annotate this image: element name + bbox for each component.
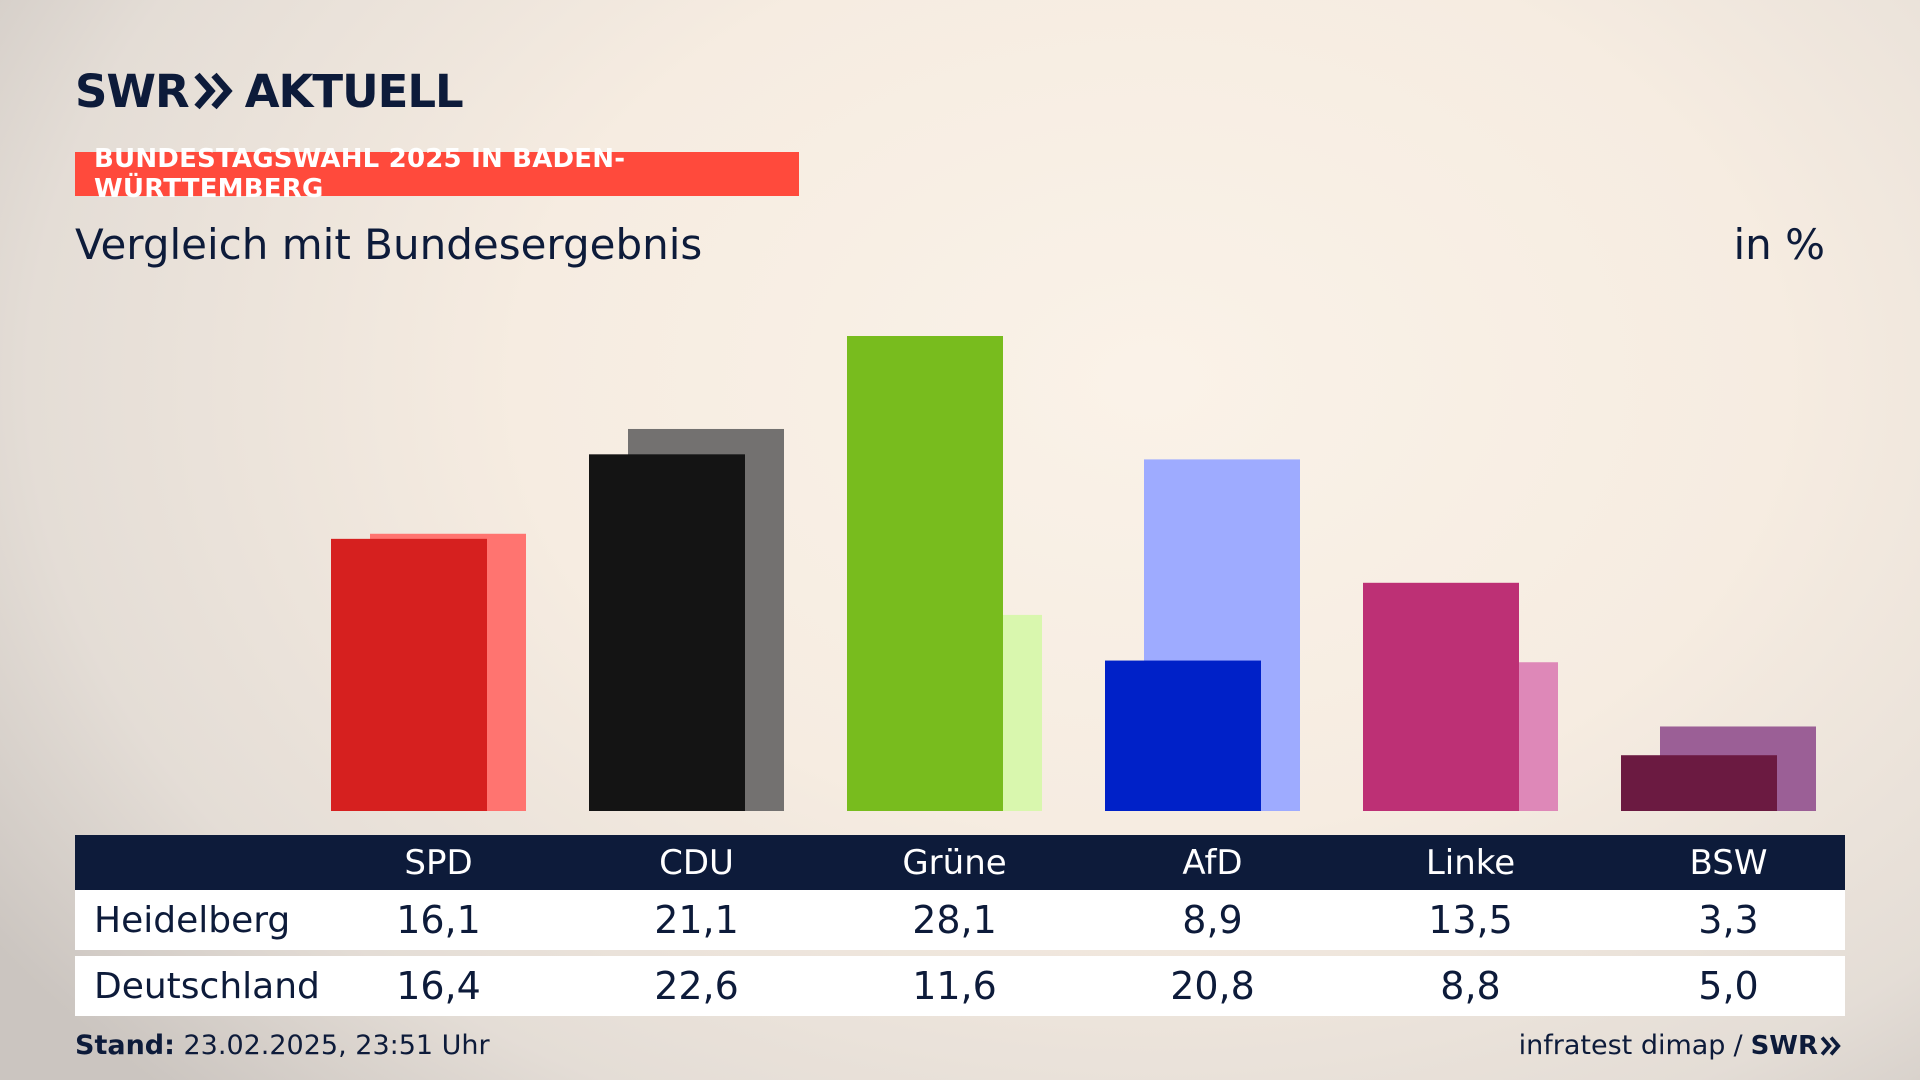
row-label: Heidelberg xyxy=(94,899,291,941)
source-name: infratest dimap xyxy=(1518,1030,1726,1061)
value-cell-grüne: 28,1 xyxy=(912,898,997,942)
table-row-deutschland: Deutschland 16,4 22,6 11,6 20,8 8,8 5,0 xyxy=(75,956,1845,1016)
value-cell-bsw: 5,0 xyxy=(1698,964,1759,1008)
source-separator: / xyxy=(1733,1030,1743,1061)
bar-heidelberg-afd xyxy=(1105,660,1261,811)
value-cell-afd: 20,8 xyxy=(1170,964,1255,1008)
bar-heidelberg-spd xyxy=(331,538,487,811)
logo-swr-text: SWR xyxy=(75,64,190,118)
column-header-bsw: BSW xyxy=(1689,842,1768,883)
value-cell-spd: 16,1 xyxy=(396,898,481,942)
value-cell-cdu: 21,1 xyxy=(654,898,739,942)
logo-aktuell-text: AKTUELL xyxy=(244,64,464,118)
bar-heidelberg-bsw xyxy=(1621,755,1777,811)
unit-label: in % xyxy=(1733,220,1825,269)
bar-heidelberg-grüne xyxy=(847,336,1003,811)
value-cell-spd: 16,4 xyxy=(396,964,481,1008)
column-header-spd: SPD xyxy=(404,842,473,883)
results-table: SPD CDU Grüne AfD Linke BSW Heidelberg 16,1 21,… xyxy=(75,835,1845,1016)
stand-label: Stand: xyxy=(75,1030,175,1061)
column-header-grüne: Grüne xyxy=(902,842,1007,883)
swr-aktuell-logo: SWR AKTUELL xyxy=(75,64,464,118)
table-row-heidelberg: Heidelberg 16,1 21,1 28,1 8,9 13,5 3,3 xyxy=(75,890,1845,950)
double-chevron-small-icon xyxy=(1820,1035,1841,1056)
column-header-cdu: CDU xyxy=(659,842,734,883)
column-header-linke: Linke xyxy=(1425,842,1516,883)
chart-subtitle: Vergleich mit Bundesergebnis xyxy=(75,220,703,269)
value-cell-afd: 8,9 xyxy=(1182,898,1243,942)
value-cell-cdu: 22,6 xyxy=(654,964,739,1008)
row-label: Deutschland xyxy=(94,965,320,1007)
stand-value: 23.02.2025, 23:51 Uhr xyxy=(174,1030,490,1061)
footer-brand: SWR xyxy=(1750,1030,1818,1061)
value-cell-bsw: 3,3 xyxy=(1698,898,1759,942)
bar-heidelberg-linke xyxy=(1363,582,1519,811)
source-credit: infratest dimap / SWR xyxy=(1519,1030,1842,1061)
table-header: SPD CDU Grüne AfD Linke BSW xyxy=(75,835,1845,890)
column-header-afd: AfD xyxy=(1182,842,1243,883)
double-chevron-icon xyxy=(194,72,233,110)
value-cell-grüne: 11,6 xyxy=(912,964,997,1008)
value-cell-linke: 13,5 xyxy=(1428,898,1513,942)
bar-heidelberg-cdu xyxy=(589,454,745,811)
timestamp: Stand: 23.02.2025, 23:51 Uhr xyxy=(75,1030,490,1061)
value-cell-linke: 8,8 xyxy=(1440,964,1501,1008)
